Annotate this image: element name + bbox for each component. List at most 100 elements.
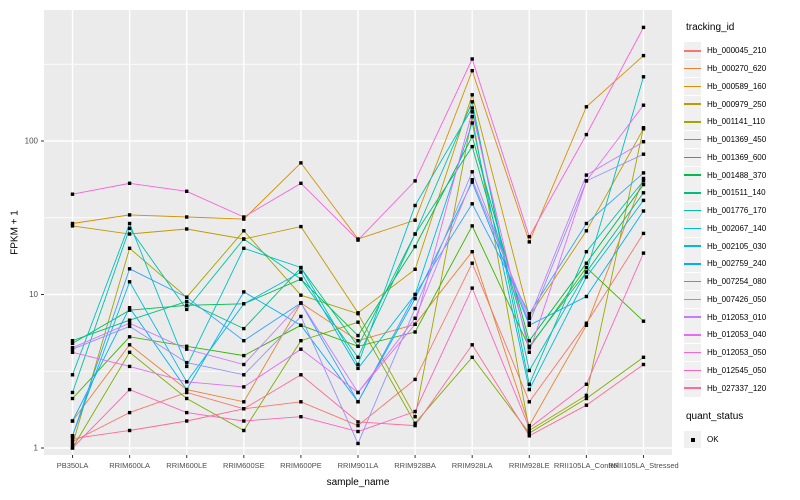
data-point <box>127 246 132 250</box>
data-point <box>356 238 360 242</box>
legend-label: Hb_002759_240 <box>707 259 767 269</box>
data-point <box>641 140 646 144</box>
data-point <box>299 224 303 229</box>
legend-item-Hb_012053_010: Hb_012053_010 <box>684 308 798 326</box>
data-point <box>470 115 474 119</box>
data-point <box>185 380 189 384</box>
data-point <box>299 293 303 297</box>
data-point <box>299 161 303 165</box>
data-point <box>584 105 589 109</box>
data-point <box>127 267 132 271</box>
data-point <box>527 339 531 343</box>
data-point <box>70 192 75 196</box>
data-point <box>185 189 189 193</box>
data-point <box>413 322 417 326</box>
legend-item-Hb_012053_050: Hb_012053_050 <box>684 344 798 362</box>
data-point <box>527 314 531 319</box>
data-point <box>470 170 474 174</box>
data-point <box>470 144 474 149</box>
data-point <box>242 339 246 343</box>
data-point <box>127 318 132 322</box>
quant-legend-title: quant_status <box>686 411 744 422</box>
data-point <box>413 179 417 183</box>
data-point <box>185 295 189 299</box>
data-point <box>127 324 132 329</box>
data-point <box>527 344 531 348</box>
data-point <box>527 428 531 433</box>
data-point <box>299 400 303 404</box>
data-point <box>470 178 474 182</box>
data-point <box>70 390 75 395</box>
data-point <box>413 306 417 311</box>
data-point <box>584 321 589 325</box>
data-point <box>470 100 474 104</box>
data-point <box>299 323 303 327</box>
data-point <box>356 441 360 446</box>
legend-label: Hb_001776_170 <box>707 206 767 216</box>
data-point <box>70 446 75 450</box>
legend-label: Hb_002067_140 <box>707 223 767 233</box>
data-point <box>470 224 474 228</box>
data-point <box>299 347 303 351</box>
data-point <box>127 181 132 185</box>
data-point <box>299 301 303 305</box>
data-point <box>413 316 417 320</box>
x-tick-label: RRIM600PE <box>280 461 322 470</box>
data-point <box>70 341 75 346</box>
data-point <box>584 382 589 386</box>
data-point <box>356 423 360 428</box>
x-tick-label: RRIM928BA <box>394 461 436 470</box>
data-point <box>299 314 303 319</box>
x-tick-label: PB350LA <box>57 461 89 470</box>
data-point <box>185 215 189 219</box>
quant-ok-square-icon <box>684 431 701 449</box>
legend-item-Hb_000589_160: Hb_000589_160 <box>684 77 798 96</box>
data-point <box>242 362 246 367</box>
legend-item-Hb_001369_450: Hb_001369_450 <box>684 131 798 149</box>
data-point <box>127 364 132 369</box>
data-point <box>584 221 589 226</box>
data-point <box>70 396 75 401</box>
data-point <box>127 335 132 339</box>
data-point <box>127 213 132 217</box>
data-point <box>584 132 589 137</box>
legend-item-Hb_001141_110: Hb_001141_110 <box>684 113 798 131</box>
data-point <box>242 400 246 404</box>
data-point <box>127 226 132 230</box>
data-point <box>70 350 75 354</box>
legend-items: Hb_000045_210 Hb_000270_620 Hb_000589_160 H… <box>684 42 798 397</box>
legend-label: Hb_000045_210 <box>707 46 767 56</box>
data-point <box>356 344 360 348</box>
legend-key-line-icon <box>684 237 701 255</box>
data-point <box>641 355 646 359</box>
data-point <box>70 224 75 228</box>
data-point <box>641 362 646 367</box>
quant-ok-label: OK <box>707 435 719 445</box>
data-point <box>470 250 474 254</box>
data-point <box>356 400 360 404</box>
legend-item-Hb_002067_140: Hb_002067_140 <box>684 219 798 238</box>
data-point <box>127 221 132 226</box>
data-point <box>470 93 474 97</box>
data-point <box>470 110 474 114</box>
data-point <box>470 69 474 73</box>
data-point <box>584 393 589 398</box>
data-point <box>641 182 646 187</box>
data-point <box>641 198 646 203</box>
data-point <box>641 53 646 58</box>
legend-key-line-icon <box>684 273 701 291</box>
y-tick-label: 100 <box>25 137 39 146</box>
data-point <box>584 250 589 254</box>
data-point <box>584 323 589 327</box>
data-point <box>584 275 589 279</box>
legend-label: Hb_007426_050 <box>707 294 767 304</box>
x-tick-label: RRIM928LA <box>452 461 493 470</box>
data-point <box>413 421 417 425</box>
data-point <box>242 217 246 221</box>
data-point <box>356 366 360 371</box>
data-point <box>356 362 360 367</box>
data-point <box>584 261 589 265</box>
data-point <box>356 355 360 359</box>
data-point <box>527 235 531 239</box>
data-point <box>185 364 189 369</box>
